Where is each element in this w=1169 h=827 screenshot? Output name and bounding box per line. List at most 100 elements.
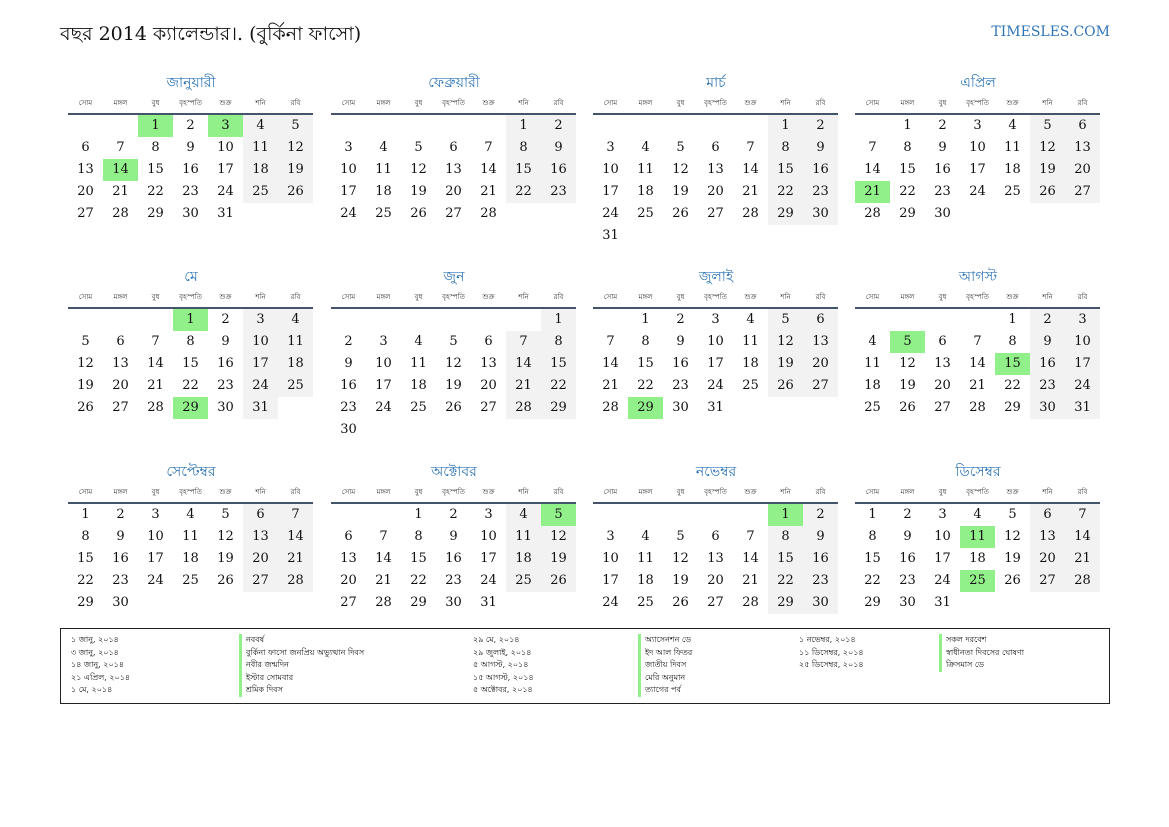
empty-cell <box>855 115 890 137</box>
day-cell: 22 <box>637 378 654 393</box>
day-cell: 26 <box>410 206 427 221</box>
empty-cell <box>401 115 436 137</box>
week-row: 11 12 13 14 15 16 17 <box>855 353 1101 375</box>
week-row: 12 13 14 15 16 17 18 <box>68 353 314 375</box>
day-cell: 2 <box>186 118 195 133</box>
day-cell: 10 <box>934 529 951 544</box>
day-cell: 3 <box>938 507 947 522</box>
day-cell: 24 <box>969 184 986 199</box>
empty-cell <box>960 203 995 225</box>
weekday-label: শুক্র <box>482 99 495 107</box>
day-cell: 27 <box>480 400 497 415</box>
weekday-label: মঙ্গল <box>376 488 391 496</box>
day-cell: 26 <box>541 570 576 592</box>
day-cell: 12 <box>445 356 462 371</box>
empty-cell <box>628 504 663 526</box>
day-cell: 11 <box>742 334 759 349</box>
day-cell: 21 <box>506 375 541 397</box>
weekday-label: বুধ <box>151 99 160 107</box>
empty-cell <box>436 419 471 441</box>
day-cell: 27 <box>803 375 838 397</box>
weekday-label: শনি <box>255 488 266 496</box>
day-cell: 21 <box>602 378 619 393</box>
weekday-label: বৃহস্পতি <box>966 488 989 496</box>
day-cell: 8 <box>186 334 195 349</box>
day-cell: 8 <box>151 140 160 155</box>
day-cell: 8 <box>768 526 803 548</box>
day-cell: 23 <box>934 184 951 199</box>
week-row: 6 7 8 9 10 11 12 <box>331 526 577 548</box>
empty-cell <box>768 225 803 247</box>
day-cell: 1 <box>173 309 208 331</box>
weekday-label: সোম <box>78 99 93 107</box>
day-cell: 7 <box>484 140 493 155</box>
day-cell: 30 <box>445 595 462 610</box>
day-cell: 22 <box>506 181 541 203</box>
day-cell: 23 <box>672 378 689 393</box>
weekday-label: বুধ <box>414 488 423 496</box>
month-name: জানুয়ারী <box>166 75 216 91</box>
week-row: 7 8 9 10 11 12 13 <box>855 137 1101 159</box>
day-cell: 27 <box>243 570 278 592</box>
holiday-list: ১ জানু, ২০১৪ ৩ জানু, ২০১৪ ১৪ জানু, ২০১৪ ২১ … <box>60 628 1110 704</box>
weekday-label: মঙ্গল <box>113 488 128 496</box>
day-cell: 3 <box>379 334 388 349</box>
week-row: 17 18 19 20 21 22 23 <box>331 181 577 203</box>
day-cell: 29 <box>628 397 663 419</box>
empty-cell <box>855 309 890 331</box>
holiday-date: ২৯ জুলাই, ২০১৪ <box>473 647 532 657</box>
day-cell: 26 <box>672 595 689 610</box>
week-row: 15 16 17 18 19 20 21 <box>68 548 314 570</box>
day-cell: 24 <box>934 573 951 588</box>
empty-cell <box>593 309 628 331</box>
week-row: 13 14 15 16 17 18 19 <box>331 548 577 570</box>
weekday-label: বৃহস্পতি <box>179 488 202 496</box>
day-cell: 12 <box>1030 137 1065 159</box>
day-cell: 3 <box>151 507 160 522</box>
day-cell: 3 <box>606 140 615 155</box>
day-cell: 3 <box>973 118 982 133</box>
week-row: 31 <box>593 225 839 247</box>
site-link[interactable]: TIMESLES.COM <box>991 24 1110 40</box>
holiday-dates-column: ১ জানু, ২০১৪ ৩ জানু, ২০১৪ ১৪ জানু, ২০১৪ ২১ … <box>71 634 130 697</box>
day-cell: 22 <box>182 378 199 393</box>
week-row: 8 9 10 11 12 13 14 <box>855 526 1101 548</box>
day-cell: 26 <box>672 206 689 221</box>
day-cell: 3 <box>243 309 278 331</box>
week-row: 28 29 30 <box>855 203 1101 225</box>
week-row: 6 7 8 9 10 11 12 <box>68 137 314 159</box>
day-cell: 24 <box>147 573 164 588</box>
weekday-label: শনি <box>255 99 266 107</box>
day-cell: 16 <box>217 356 234 371</box>
day-cell: 28 <box>742 595 759 610</box>
day-cell: 24 <box>340 206 357 221</box>
day-cell: 12 <box>410 162 427 177</box>
month-block: সেপ্টেম্বর সোম মঙ্গল বুধ বৃহস্পতি শুক্র শনি রবি… <box>68 461 314 614</box>
day-cell: 15 <box>541 353 576 375</box>
weekday-label: বুধ <box>676 488 685 496</box>
month-name: জুন <box>443 269 465 285</box>
day-cell: 21 <box>147 378 164 393</box>
day-cell: 10 <box>340 162 357 177</box>
weekday-label: সোম <box>78 488 93 496</box>
day-cell: 5 <box>414 140 423 155</box>
weekday-label: রবি <box>815 293 826 301</box>
weekday-label: শুক্র <box>744 293 757 301</box>
day-cell: 21 <box>480 184 497 199</box>
header-rule <box>331 307 576 309</box>
weekday-label: সোম <box>603 293 618 301</box>
day-cell: 3 <box>208 115 243 137</box>
weekday-label: শনি <box>1042 99 1053 107</box>
weekday-label: বৃহস্পতি <box>704 488 727 496</box>
weekday-label: বুধ <box>151 488 160 496</box>
day-cell: 29 <box>173 397 208 419</box>
empty-cell <box>1065 203 1100 225</box>
month-name: মার্চ <box>706 75 726 91</box>
day-cell: 15 <box>768 548 803 570</box>
empty-cell <box>278 203 313 225</box>
month-name: অক্টোবর <box>431 464 477 480</box>
day-cell: 20 <box>77 184 94 199</box>
day-cell: 28 <box>969 400 986 415</box>
